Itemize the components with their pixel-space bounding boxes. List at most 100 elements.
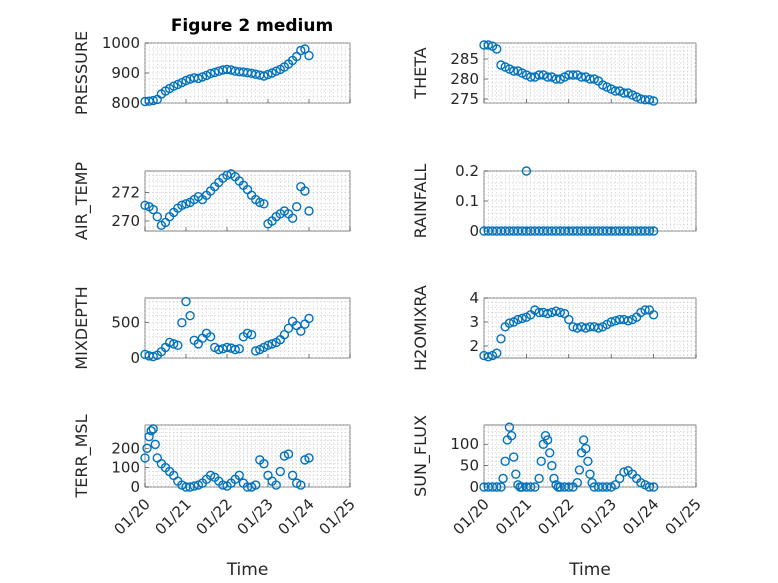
- theta-panel: 275 280 285 THETA: [411, 40, 697, 108]
- data-point: [255, 197, 265, 208]
- x-tick-label: 01/21: [152, 495, 195, 538]
- data-series: [140, 424, 314, 492]
- data-point: [614, 473, 625, 484]
- data-point: [181, 296, 191, 307]
- data-point: [504, 318, 515, 328]
- x-tick-label: 01/25: [316, 495, 359, 538]
- data-point: [513, 314, 523, 325]
- y-tick-label: 285: [450, 50, 479, 68]
- data-point: [549, 473, 559, 484]
- pressure-panel: 800 900 1000 PRESSURE: [72, 31, 351, 115]
- data-point: [150, 439, 160, 450]
- y-tick-label: 0: [469, 478, 479, 496]
- data-point: [585, 469, 595, 479]
- data-point: [542, 72, 553, 82]
- h2o-mixing-ratio-panel: 2 3 4 H2OMIXRA: [411, 285, 697, 371]
- x-tick-label: 01/25: [662, 495, 705, 538]
- y-tick-label: 4: [469, 289, 479, 307]
- data-point: [304, 50, 314, 61]
- data-point: [304, 453, 314, 463]
- y-tick-label: 270: [111, 212, 140, 230]
- y-tick-label: 800: [111, 94, 140, 112]
- data-point: [610, 480, 621, 490]
- data-point: [140, 200, 150, 210]
- data-point: [177, 318, 187, 328]
- y-tick-label: 100: [111, 459, 140, 477]
- data-point: [585, 74, 595, 84]
- data-point: [263, 340, 273, 350]
- data-point: [508, 66, 519, 76]
- data-point: [152, 212, 163, 222]
- data-point: [521, 166, 532, 176]
- y-tick-label: 3: [469, 313, 479, 331]
- data-point: [267, 339, 277, 349]
- data-point: [214, 344, 224, 355]
- data-point: [492, 348, 502, 358]
- data-point: [648, 482, 659, 492]
- data-point: [506, 430, 517, 441]
- data-point: [492, 44, 502, 54]
- data-point: [483, 40, 493, 50]
- data-point: [304, 206, 314, 216]
- figure-title: Figure 2 medium: [171, 16, 333, 36]
- y-tick-label: 272: [111, 183, 140, 201]
- data-series: [479, 40, 659, 106]
- data-point: [142, 443, 152, 453]
- data-point: [500, 456, 510, 467]
- data-point: [483, 352, 493, 362]
- data-point: [275, 466, 285, 477]
- data-point: [144, 431, 154, 442]
- data-point: [648, 310, 659, 320]
- y-axis-label: TERR_MSL: [72, 414, 92, 498]
- data-point: [517, 313, 527, 324]
- data-point: [140, 453, 150, 463]
- data-point: [525, 482, 536, 492]
- data-point: [140, 349, 150, 360]
- data-point: [511, 469, 521, 479]
- y-tick-label: 900: [111, 64, 140, 82]
- data-point: [283, 449, 294, 459]
- data-point: [279, 330, 290, 340]
- data-point: [644, 95, 655, 105]
- data-point: [148, 424, 158, 434]
- y-tick-label: 275: [450, 90, 479, 108]
- x-tick-label: 01/24: [619, 495, 662, 538]
- data-point: [551, 74, 561, 84]
- data-point: [644, 226, 655, 236]
- data-point: [534, 70, 544, 80]
- data-point: [168, 339, 179, 349]
- y-tick-label: 2: [469, 337, 479, 355]
- data-series: [140, 169, 314, 230]
- x-axis-label: Time: [226, 560, 269, 580]
- data-point: [230, 344, 240, 355]
- data-point: [545, 448, 555, 458]
- data-point: [177, 200, 187, 210]
- data-point: [648, 96, 659, 106]
- data-point: [148, 95, 158, 106]
- data-point: [583, 456, 593, 467]
- data-series: [479, 166, 659, 236]
- x-axis-label: Time: [568, 560, 611, 580]
- data-point: [504, 422, 515, 432]
- data-point: [259, 459, 269, 469]
- data-point: [578, 435, 589, 445]
- y-tick-label: 0.1: [455, 192, 479, 210]
- data-point: [181, 199, 191, 209]
- data-point: [542, 435, 553, 445]
- data-point: [648, 226, 659, 236]
- data-point: [534, 473, 544, 484]
- mixdepth-panel: 0 500 MIXDEPTH: [72, 286, 351, 370]
- data-point: [602, 482, 612, 492]
- data-point: [606, 317, 616, 327]
- data-point: [542, 308, 553, 319]
- data-point: [547, 460, 557, 471]
- x-tick-label: 01/23: [234, 495, 277, 538]
- data-point: [283, 323, 294, 334]
- y-axis-label: H2OMIXRA: [411, 285, 430, 371]
- data-point: [498, 473, 508, 484]
- data-point: [197, 72, 208, 82]
- data-point: [146, 426, 156, 436]
- data-point: [185, 310, 195, 321]
- x-tick-label: 01/22: [193, 495, 236, 538]
- data-point: [644, 482, 655, 492]
